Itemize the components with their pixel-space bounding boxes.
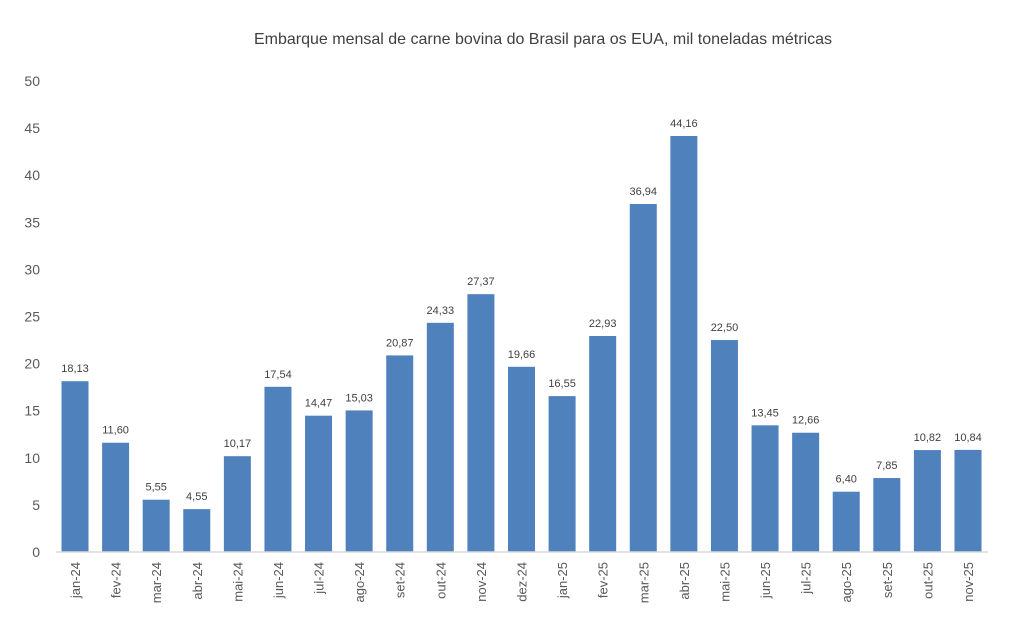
bar-mar-24 — [142, 499, 170, 552]
data-label: 15,03 — [345, 392, 373, 404]
data-label: 6,40 — [836, 474, 857, 486]
bar-set-24 — [386, 355, 414, 552]
x-tick-label: nov-25 — [961, 562, 976, 602]
bar-abr-24 — [183, 509, 211, 552]
data-label: 13,45 — [751, 407, 779, 419]
data-label: 12,66 — [792, 415, 820, 427]
x-tick-label: fev-25 — [596, 562, 611, 598]
data-label: 10,84 — [954, 432, 982, 444]
x-tick-label: fev-24 — [109, 562, 124, 598]
bar-jun-24 — [264, 386, 292, 552]
bar-nov-24 — [467, 294, 495, 552]
data-label: 24,33 — [427, 305, 455, 317]
y-tick-label: 45 — [24, 120, 40, 136]
data-label: 17,54 — [264, 369, 292, 381]
x-tick-label: jun-24 — [271, 562, 286, 599]
y-tick-label: 35 — [24, 214, 40, 230]
bars: 18,13 11,60 5,55 4,55 10,17 17,54 14,47 15,03 20… — [61, 118, 982, 552]
bar-mai-24 — [223, 456, 251, 552]
x-tick-label: dez-24 — [515, 562, 530, 602]
bar-fev-24 — [102, 442, 130, 552]
bar-fev-25 — [589, 335, 617, 552]
data-label: 20,87 — [386, 337, 414, 349]
data-label: 22,50 — [711, 322, 739, 334]
x-tick-label: jan-25 — [555, 562, 570, 599]
bar-ago-25 — [832, 491, 860, 552]
data-label: 19,66 — [508, 349, 536, 361]
x-tick-label: ago-25 — [839, 562, 854, 602]
data-label: 36,94 — [630, 186, 658, 198]
y-tick-label: 40 — [24, 167, 40, 183]
data-label: 18,13 — [61, 363, 89, 375]
bar-jan-25 — [548, 396, 576, 552]
data-label: 5,55 — [145, 482, 166, 494]
x-tick-label: nov-24 — [474, 562, 489, 602]
bar-mai-25 — [710, 340, 738, 552]
x-tick-label: ago-24 — [352, 562, 367, 602]
data-label: 11,60 — [102, 425, 129, 437]
y-tick-label: 20 — [24, 356, 40, 372]
y-tick-label: 50 — [24, 73, 40, 89]
bar-dez-24 — [508, 366, 535, 552]
bar-out-25 — [913, 450, 941, 552]
y-tick-label: 25 — [24, 309, 40, 325]
bar-out-24 — [426, 322, 454, 552]
x-tick-label: mar-24 — [149, 562, 164, 603]
bar-abr-25 — [670, 136, 698, 552]
chart-title: Embarque mensal de carne bovina do Brasi… — [254, 31, 832, 48]
bar-jan-24 — [61, 381, 89, 552]
data-label: 7,85 — [876, 460, 897, 472]
y-tick-label: 15 — [24, 403, 40, 419]
x-tick-label: out-24 — [433, 562, 448, 599]
bar-jul-24 — [305, 415, 333, 552]
x-tick-label: abr-24 — [190, 562, 205, 600]
x-tick-label: abr-25 — [677, 562, 692, 600]
data-label: 27,37 — [467, 276, 495, 288]
x-tick-label: set-25 — [880, 562, 895, 598]
data-label: 22,93 — [589, 318, 617, 330]
data-label: 14,47 — [305, 398, 333, 410]
x-axis: jan-24 fev-24 mar-24 abr-24 mai-24 jun-24 jul-… — [68, 562, 976, 603]
y-tick-label: 30 — [24, 261, 40, 277]
x-tick-label: jan-24 — [68, 562, 83, 599]
data-label: 10,82 — [914, 432, 942, 444]
data-label: 44,16 — [670, 118, 698, 130]
x-tick-label: set-24 — [393, 562, 408, 598]
y-tick-label: 10 — [24, 450, 40, 466]
x-tick-label: jul-24 — [312, 562, 327, 595]
x-tick-label: jul-25 — [799, 562, 814, 595]
bar-ago-24 — [345, 410, 373, 552]
y-tick-label: 0 — [32, 544, 40, 560]
data-label: 10,17 — [224, 438, 252, 450]
x-tick-label: jun-25 — [758, 562, 773, 599]
bar-mar-25 — [629, 204, 657, 552]
x-tick-label: mar-25 — [636, 562, 651, 603]
bar-jul-25 — [792, 432, 820, 552]
x-tick-label: out-25 — [920, 562, 935, 599]
x-tick-label: mai-24 — [230, 562, 245, 602]
bar-jun-25 — [751, 425, 779, 552]
data-label: 4,55 — [186, 491, 207, 503]
bar-set-25 — [873, 478, 901, 552]
x-tick-label: mai-25 — [717, 562, 732, 602]
y-tick-label: 5 — [32, 497, 40, 513]
bar-nov-25 — [954, 449, 982, 552]
data-label: 16,55 — [548, 378, 576, 390]
y-axis: 0 5 10 15 20 25 30 35 40 45 50 — [24, 73, 40, 560]
